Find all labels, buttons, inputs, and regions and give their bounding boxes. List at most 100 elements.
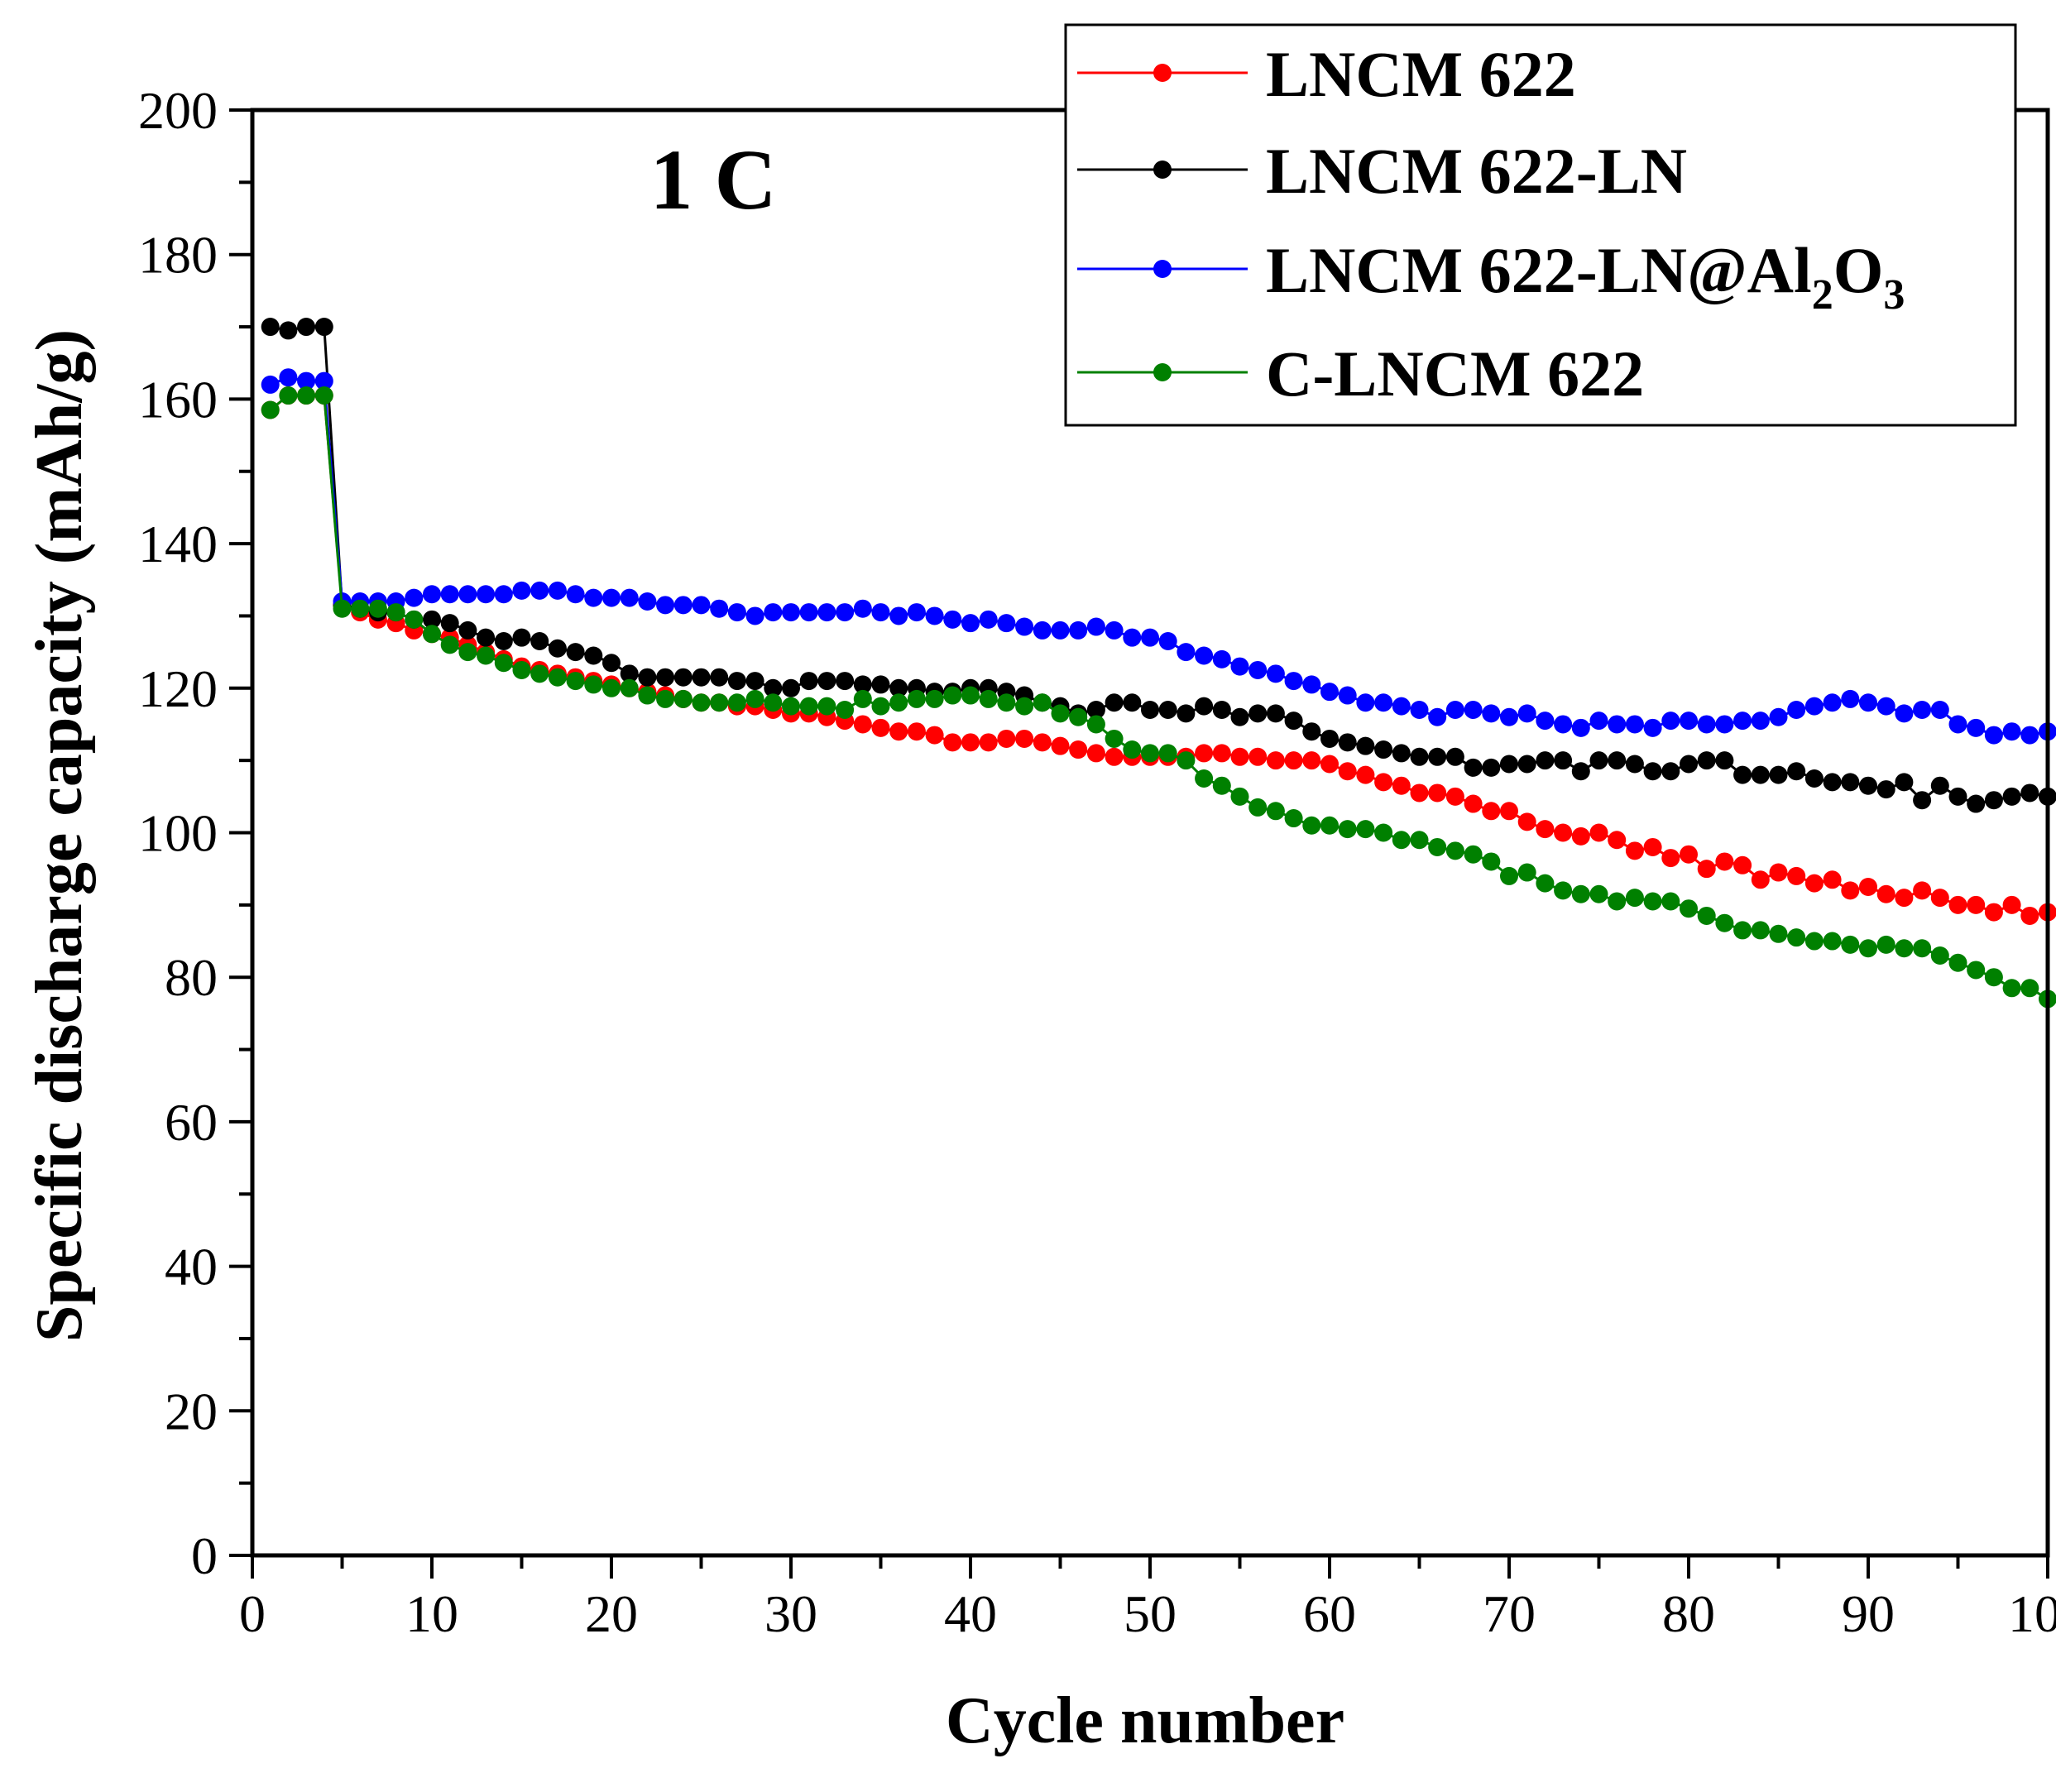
- data-point: [2002, 979, 2021, 998]
- data-point: [1876, 697, 1895, 716]
- data-point: [1661, 892, 1680, 911]
- data-point: [1823, 870, 1842, 889]
- data-point: [1751, 870, 1770, 889]
- data-point: [871, 697, 890, 716]
- data-point: [1769, 707, 1788, 726]
- data-point: [566, 585, 585, 604]
- x-tick-label: 50: [1124, 1584, 1177, 1643]
- data-point: [1751, 712, 1770, 731]
- x-tick-label: 70: [1483, 1584, 1536, 1643]
- data-point: [782, 603, 800, 622]
- data-point: [1482, 802, 1501, 821]
- data-point: [1859, 693, 1877, 712]
- x-tick-label: 20: [585, 1584, 638, 1643]
- data-point: [1374, 773, 1393, 792]
- data-point: [548, 668, 567, 687]
- data-point: [1230, 747, 1249, 766]
- y-tick-label: 40: [165, 1238, 218, 1296]
- legend-item: C-LNCM 622: [1077, 338, 1644, 410]
- data-point: [817, 672, 836, 691]
- data-point: [1876, 780, 1895, 799]
- data-point: [1823, 693, 1842, 712]
- data-point: [1302, 816, 1321, 835]
- data-point: [1930, 946, 1949, 965]
- data-point: [1680, 712, 1698, 731]
- data-point: [764, 603, 783, 622]
- legend-items: LNCM 622 LNCM 622-LN LNCM 622-LN@Al2O3 C-LN…: [1077, 38, 1905, 410]
- data-point: [1356, 765, 1375, 784]
- data-point: [1787, 928, 1806, 947]
- legend-marker: [1153, 64, 1172, 82]
- data-point: [1392, 744, 1411, 763]
- data-point: [1338, 733, 1357, 752]
- data-point: [1500, 802, 1518, 821]
- data-point: [1625, 841, 1644, 860]
- data-point: [1392, 697, 1411, 716]
- data-point: [1536, 820, 1555, 839]
- data-point: [1680, 899, 1698, 918]
- data-point: [1680, 845, 1698, 864]
- data-point: [997, 729, 1016, 748]
- data-point: [1876, 884, 1895, 903]
- data-point: [710, 693, 729, 712]
- data-point: [494, 632, 513, 651]
- data-point: [764, 693, 783, 712]
- data-point: [1804, 769, 1824, 788]
- data-point: [1051, 704, 1070, 723]
- data-point: [1608, 892, 1627, 911]
- data-point: [692, 668, 711, 687]
- data-point: [889, 722, 908, 741]
- data-point: [1105, 729, 1124, 748]
- data-point: [889, 678, 908, 697]
- data-point: [1500, 755, 1518, 774]
- data-point: [1230, 707, 1249, 726]
- data-point: [1536, 712, 1555, 731]
- data-point: [1895, 889, 1914, 908]
- data-point: [1195, 744, 1214, 763]
- data-point: [386, 603, 405, 622]
- data-point: [1445, 787, 1464, 806]
- data-point: [1141, 701, 1159, 720]
- data-point: [656, 689, 675, 708]
- data-point: [1787, 762, 1806, 781]
- data-point: [727, 693, 746, 712]
- data-point: [1338, 820, 1357, 839]
- data-point: [1428, 707, 1447, 726]
- data-point: [907, 722, 926, 741]
- data-point: [602, 588, 621, 607]
- data-point: [1625, 715, 1644, 734]
- data-point: [979, 733, 998, 752]
- data-point: [1787, 701, 1806, 720]
- data-point: [1015, 617, 1034, 636]
- data-point: [1930, 889, 1949, 908]
- data-point: [871, 675, 890, 694]
- data-point: [1141, 744, 1159, 763]
- data-point: [1733, 765, 1752, 784]
- y-tick-label: 140: [138, 515, 218, 573]
- data-point: [1445, 841, 1464, 860]
- data-point: [1320, 683, 1339, 702]
- data-point: [423, 585, 441, 604]
- data-point: [2002, 895, 2021, 914]
- data-point: [1105, 747, 1124, 766]
- data-point: [1195, 697, 1214, 716]
- data-point: [782, 678, 800, 697]
- data-point: [1571, 718, 1590, 737]
- data-point: [1230, 657, 1249, 676]
- data-point: [836, 672, 855, 691]
- data-point: [1715, 751, 1734, 770]
- data-point: [1517, 755, 1536, 774]
- data-point: [1876, 935, 1895, 954]
- data-point: [1338, 686, 1357, 705]
- data-point: [1033, 733, 1052, 752]
- data-point: [1248, 704, 1268, 723]
- data-point: [1356, 820, 1375, 839]
- data-point: [1697, 715, 1716, 734]
- data-point: [1536, 874, 1555, 893]
- data-point: [961, 733, 980, 752]
- data-point: [997, 614, 1016, 633]
- data-point: [1123, 628, 1142, 647]
- data-point: [889, 693, 908, 712]
- data-point: [1410, 783, 1429, 803]
- data-point: [1984, 903, 2003, 922]
